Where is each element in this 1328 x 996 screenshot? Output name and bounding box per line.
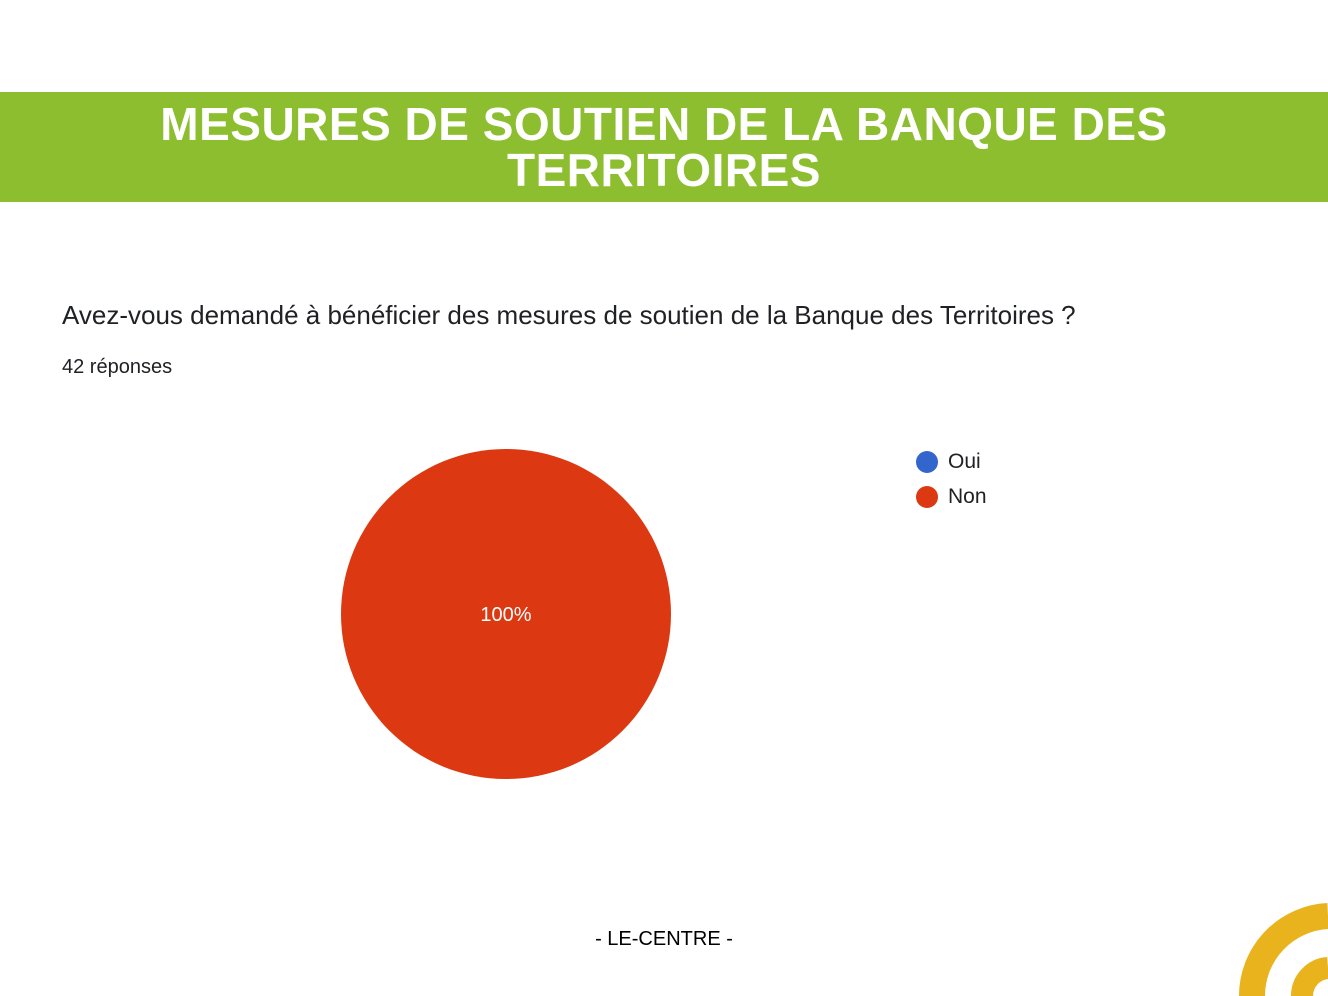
pie-slice-non-label: 100% xyxy=(480,604,531,626)
page-title-line1: MESURES DE SOUTIEN DE LA BANQUE DES xyxy=(160,98,1168,150)
legend-label-non: Non xyxy=(948,484,987,508)
page-title-line2: TERRITOIRES xyxy=(507,144,821,196)
inner-arc xyxy=(1290,957,1328,996)
title-banner: MESURES DE SOUTIEN DE LA BANQUE DES TERR… xyxy=(0,92,1328,202)
legend-label-oui: Oui xyxy=(948,449,981,473)
legend-swatch-oui xyxy=(916,450,938,473)
corner-arc-logo xyxy=(1238,903,1328,996)
legend-swatch-non xyxy=(916,485,938,508)
response-count: 42 réponses xyxy=(62,356,173,378)
survey-question: Avez-vous demandé à bénéficier des mesur… xyxy=(62,300,1076,330)
outer-arc xyxy=(1238,903,1328,996)
chart-legend: Oui Non xyxy=(916,444,987,514)
footer-label: - LE-CENTRE - xyxy=(595,928,733,950)
legend-item-non[interactable]: Non xyxy=(916,479,987,514)
pie-slice-non[interactable] xyxy=(341,449,671,779)
legend-item-oui[interactable]: Oui xyxy=(916,444,987,479)
